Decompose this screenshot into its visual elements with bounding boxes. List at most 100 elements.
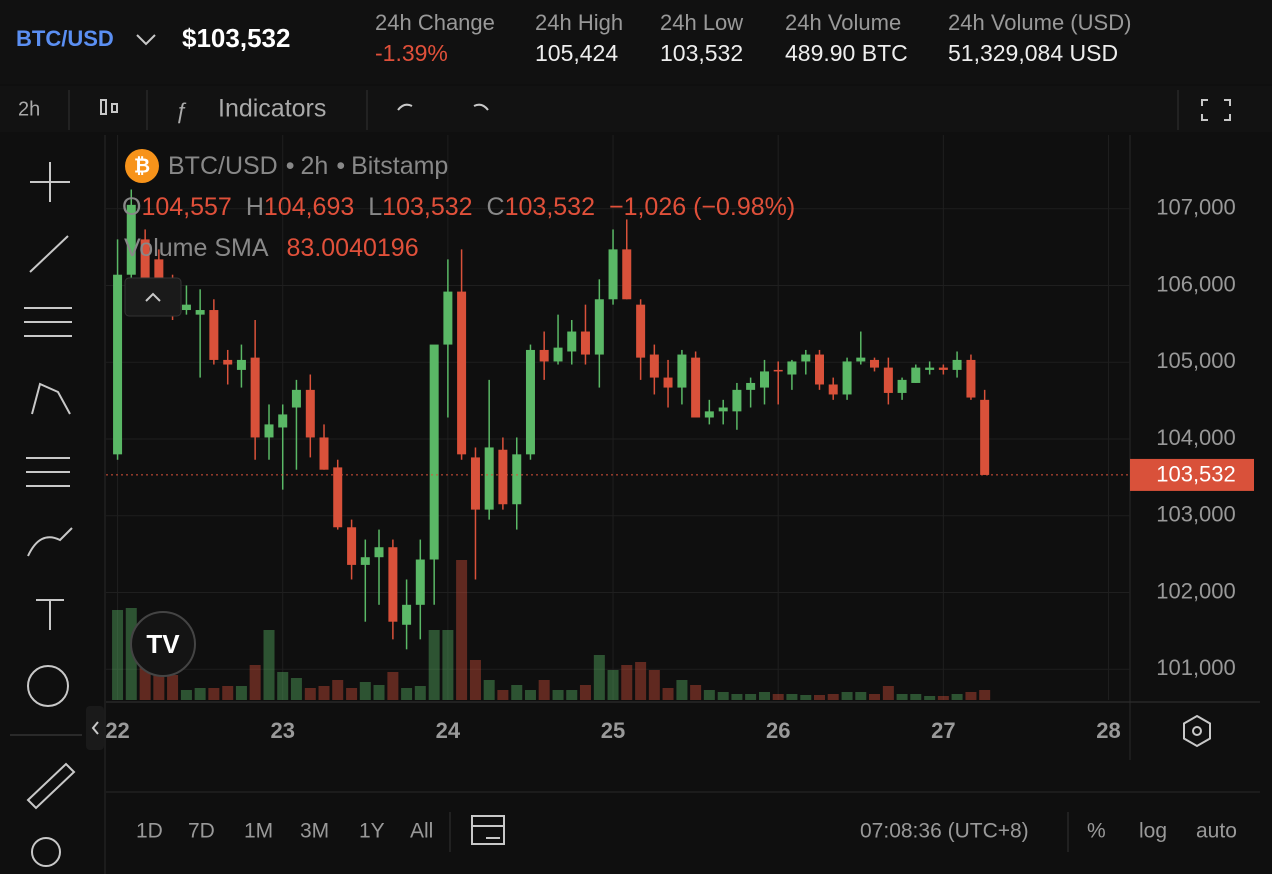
l-value: 103,532 [382, 193, 472, 221]
indicators[interactable]: Indicators [218, 95, 326, 123]
candle-body [773, 369, 783, 372]
date-range[interactable] [471, 815, 505, 845]
candle-body [388, 547, 398, 622]
candle-body [484, 447, 494, 510]
candle-body [814, 354, 824, 385]
volume-sma: 83.0040196 [287, 234, 419, 262]
tv-glyph: TV [146, 629, 180, 659]
brush-tool[interactable] [27, 527, 73, 557]
candle-body [429, 344, 439, 560]
y-tick-label: 101,000 [1156, 655, 1236, 680]
plot [106, 135, 1130, 700]
candle-body [663, 377, 673, 388]
candle-body [897, 379, 907, 393]
volume-bar [497, 690, 509, 700]
pair-chevron[interactable] [136, 34, 156, 46]
btc-glyph: ₿ [134, 155, 150, 177]
volume-bar [868, 694, 880, 700]
fullscreen[interactable] [1201, 99, 1231, 121]
candle-body [264, 424, 274, 438]
volume-bar [566, 690, 578, 700]
pair[interactable]: BTC/USD [16, 26, 114, 51]
candle-body [374, 547, 384, 558]
volume-bar [772, 694, 784, 700]
volume-bar [249, 665, 261, 700]
candle-body [443, 291, 453, 345]
text-tool[interactable] [36, 599, 64, 630]
candle-body [704, 411, 714, 418]
x-tick-label: 23 [270, 718, 294, 743]
candle-body [278, 414, 288, 428]
percent-toggle[interactable]: % [1087, 820, 1106, 843]
pattern-tool[interactable] [31, 382, 71, 415]
o-value: 104,557 [141, 193, 231, 221]
range-button[interactable]: 1M [244, 820, 273, 843]
range-button[interactable]: 1D [136, 820, 163, 843]
candle-body [732, 389, 742, 412]
emoji-tool[interactable] [27, 665, 69, 707]
volume-bar [511, 685, 523, 700]
h-label: H [246, 193, 264, 221]
volume-label: Volume SMA [124, 234, 269, 262]
sidebar-toggle-icon[interactable] [91, 721, 99, 735]
legend-exchange: Bitstamp [351, 152, 448, 180]
y-tick-label: 106,000 [1156, 271, 1236, 296]
ruler-tool[interactable] [26, 762, 76, 810]
zoom-tool[interactable] [31, 837, 61, 867]
collapse-chevron[interactable] [145, 292, 161, 302]
range-button[interactable]: 1Y [359, 820, 385, 843]
candle-body [415, 559, 425, 605]
volume-bar [800, 695, 812, 700]
range-button[interactable]: All [410, 820, 433, 843]
line-tool[interactable] [29, 235, 69, 273]
y-tick-label: 102,000 [1156, 578, 1236, 603]
projection-tool[interactable] [26, 457, 70, 487]
candle-body [140, 239, 150, 290]
volume-bar [442, 630, 454, 700]
candle-body [869, 359, 879, 368]
last-price-label: 103,532 [1156, 462, 1236, 487]
candle-body [209, 310, 219, 360]
range-button[interactable]: 3M [300, 820, 329, 843]
volume-bar [607, 670, 619, 700]
volume-bar [263, 630, 275, 700]
candle-body [608, 249, 618, 300]
volume-bar [414, 686, 426, 700]
sidebar-toggle[interactable] [86, 706, 104, 750]
redo[interactable] [473, 103, 489, 111]
settings-dot [1192, 726, 1202, 736]
volume-bar [304, 688, 316, 700]
legend-dot: • [336, 152, 345, 180]
volume-bar [690, 685, 702, 700]
volume-bar [373, 685, 385, 700]
volume-bar [153, 670, 165, 700]
candle-body [333, 467, 343, 528]
crosshair-tool[interactable] [30, 162, 70, 202]
volume-bar [194, 688, 206, 700]
volume-bar [662, 688, 674, 700]
candle-body [691, 357, 701, 418]
volume-bar [937, 696, 949, 700]
volume-bar [979, 690, 991, 700]
range-button[interactable]: 7D [188, 820, 215, 843]
volume-bar [483, 680, 495, 700]
candle-body [553, 347, 563, 362]
volume-bar [401, 688, 413, 700]
volume-bar [180, 690, 192, 700]
l-label: L [368, 193, 382, 221]
fx-icon[interactable]: ƒ [175, 98, 187, 123]
fib-tool[interactable] [24, 307, 72, 337]
undo[interactable] [397, 103, 413, 111]
volume-bar [717, 692, 729, 700]
volume-bar [112, 610, 124, 700]
tv-logo[interactable] [130, 611, 196, 677]
log-toggle[interactable]: log [1139, 820, 1167, 843]
ohlc-line: O104,557 H104,693 L103,532 C103,532 −1,026 (… [122, 193, 795, 221]
interval[interactable]: 2h [18, 98, 40, 120]
auto-toggle[interactable]: auto [1196, 820, 1237, 843]
collapse-button[interactable] [124, 277, 182, 317]
volume-bar [786, 694, 798, 700]
candle-type-icon[interactable] [100, 99, 118, 115]
volume-bar [428, 630, 440, 700]
settings[interactable] [1183, 714, 1211, 748]
